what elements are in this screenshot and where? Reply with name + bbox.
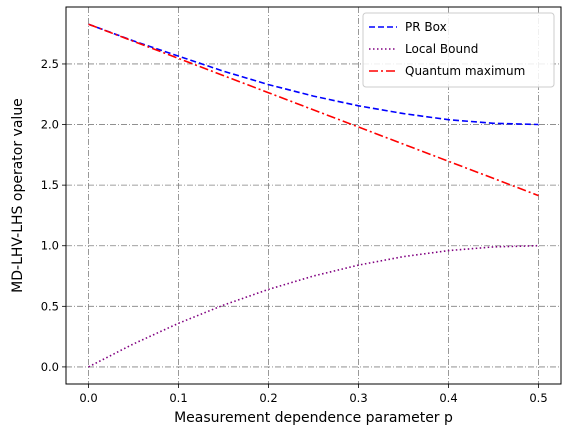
x-tick-label: 0.2 — [259, 391, 277, 405]
legend-label: PR Box — [405, 20, 447, 34]
x-tick-label: 0.0 — [79, 391, 97, 405]
legend-label: Local Bound — [405, 42, 478, 56]
y-tick-label: 2.0 — [41, 118, 59, 132]
x-axis-label: Measurement dependence parameter p — [174, 410, 453, 426]
series-line-pr-box — [88, 23, 539, 126]
y-tick-label: 0.0 — [41, 360, 59, 374]
legend-box — [362, 12, 555, 88]
y-tick-label: 2.5 — [41, 57, 59, 71]
y-axis-label: MD-LHV-LHS operator value — [10, 98, 26, 293]
x-tick-label: 0.1 — [169, 391, 187, 405]
x-tick-label: 0.3 — [349, 391, 367, 405]
x-tick-label: 0.4 — [439, 391, 457, 405]
series-lines — [88, 23, 539, 368]
y-tick-label: 1.0 — [41, 239, 59, 253]
legend-label: Quantum maximum — [405, 64, 525, 78]
y-tick-label: 0.5 — [41, 299, 59, 313]
x-axis: 0.0 0.1 0.2 0.3 0.4 0.5 — [79, 384, 548, 405]
legend: PR Box Local Bound Quantum maximum — [362, 12, 555, 88]
series-line-quantum-maximum — [88, 23, 539, 197]
y-tick-label: 1.5 — [41, 178, 59, 192]
x-tick-label: 0.5 — [529, 391, 547, 405]
plot-frame — [65, 6, 562, 385]
y-axis: 0.0 0.5 1.0 1.5 2.0 2.5 — [41, 57, 66, 374]
